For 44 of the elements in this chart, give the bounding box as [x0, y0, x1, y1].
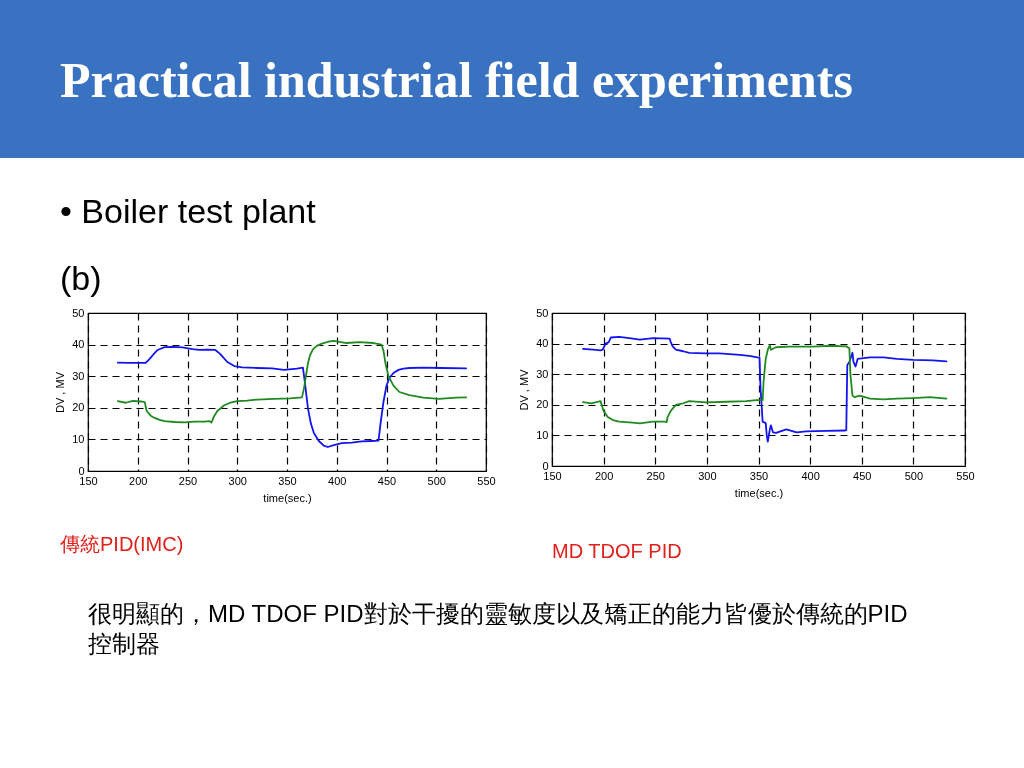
y-tick-label: 40 [72, 338, 85, 351]
text: Practical industrial field experiments [60, 52, 853, 108]
y-tick-label: 10 [72, 432, 85, 445]
text: 傳統PID(IMC) [59, 533, 184, 555]
x-tick-label: 300 [228, 474, 247, 487]
line-series [582, 344, 948, 425]
x-tick-label: 250 [646, 469, 665, 482]
y-tick-label: 50 [72, 306, 85, 319]
line-series [116, 339, 467, 424]
x-tick-label: 500 [904, 469, 924, 482]
y-axis-title: DV , MV [54, 371, 67, 413]
x-axis-title: time(sec.) [263, 491, 312, 504]
x-tick-label: 400 [328, 474, 347, 487]
y-tick-label: 0 [542, 459, 549, 472]
x-tick-label: 450 [377, 474, 397, 487]
y-tick-label: 0 [78, 464, 85, 477]
x-tick-label: 200 [594, 469, 614, 482]
text: 很明顯的，MD TDOF PID對於干擾的靈敏度以及矯正的能力皆優於傳統的PID控制器 [88, 600, 908, 657]
x-tick-label: 200 [129, 474, 148, 487]
x-tick-label: 400 [801, 469, 820, 482]
x-axis-title: time(sec.) [734, 486, 784, 499]
x-tick-label: 450 [853, 469, 872, 482]
x-tick-label: 150 [543, 469, 562, 482]
y-tick-label: 10 [536, 428, 549, 441]
x-tick-label: 350 [278, 474, 297, 487]
text: • Boiler test plant [60, 192, 317, 230]
x-tick-label: 550 [477, 474, 496, 487]
y-tick-label: 40 [536, 337, 549, 350]
y-axis-title: DV , MV [518, 368, 531, 411]
text: (b) [60, 259, 102, 297]
line-series [582, 335, 948, 443]
y-tick-label: 30 [72, 369, 85, 382]
y-tick-label: 20 [72, 401, 85, 414]
x-tick-label: 150 [79, 474, 98, 487]
x-tick-label: 250 [178, 474, 198, 487]
text: MD TDOF PID [552, 540, 682, 562]
x-tick-label: 550 [956, 469, 975, 482]
y-tick-label: 50 [536, 306, 549, 319]
x-tick-label: 300 [698, 469, 717, 482]
y-tick-label: 30 [536, 367, 549, 380]
x-tick-label: 500 [427, 474, 446, 487]
line-series [116, 345, 467, 448]
x-tick-label: 350 [749, 469, 769, 482]
y-tick-label: 20 [536, 398, 549, 411]
